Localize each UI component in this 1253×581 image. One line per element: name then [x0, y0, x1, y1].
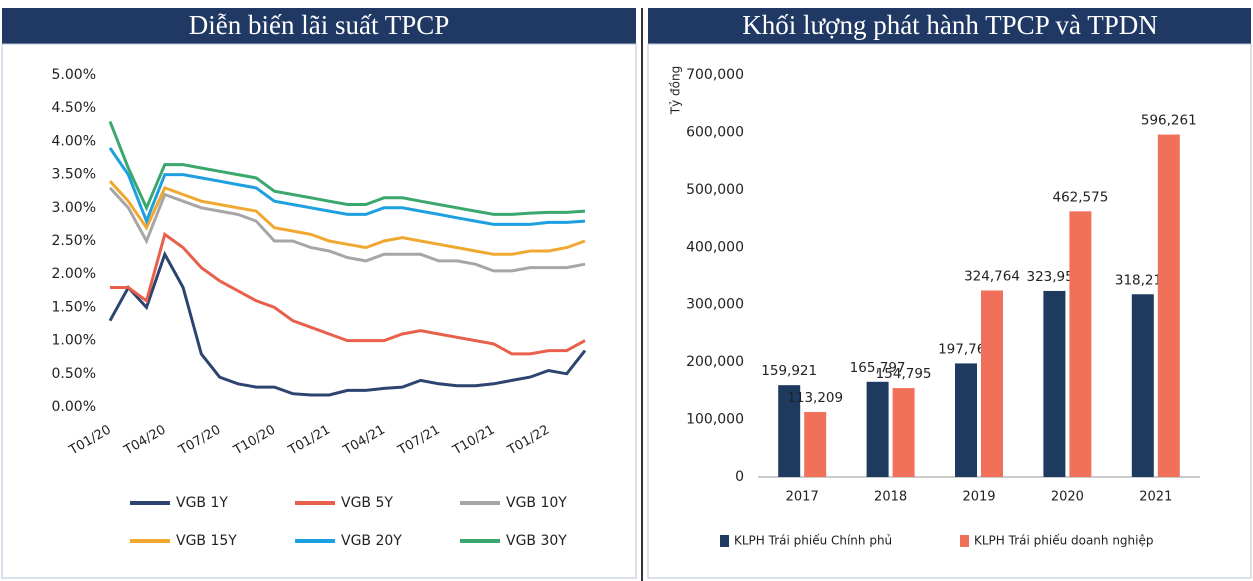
- legend-label: VGB 15Y: [176, 533, 237, 549]
- x-tick-label: T10/21: [450, 423, 498, 459]
- value-label: 197,769: [938, 341, 994, 357]
- x-tick-label: T10/20: [230, 423, 278, 459]
- chart-title: Diễn biến lãi suất TPCP: [189, 10, 450, 40]
- panel: [1, 43, 637, 579]
- chart-title: Khối lượng phát hành TPCP và TPDN: [742, 10, 1157, 40]
- y-tick-label: 3.00%: [52, 200, 96, 216]
- x-tick-label: 2018: [874, 490, 907, 505]
- bar: [804, 411, 827, 477]
- y-tick-label: 1.00%: [52, 333, 96, 349]
- x-tick-label: T01/20: [66, 423, 114, 459]
- title-bar: [2, 8, 636, 44]
- x-tick-label: T01/22: [505, 423, 553, 459]
- bar: [981, 290, 1003, 477]
- x-tick-label: T04/20: [121, 423, 169, 459]
- value-label: 462,575: [1052, 189, 1108, 205]
- y-tick-label: 4.00%: [52, 133, 96, 149]
- line-series: [108, 250, 587, 397]
- value-label: 318,213: [1115, 272, 1171, 288]
- y-tick-label: 4.50%: [52, 100, 96, 116]
- legend-swatch: [960, 535, 969, 547]
- value-label: 324,764: [964, 268, 1020, 284]
- legend-label: VGB 1Y: [176, 495, 228, 511]
- value-label: 323,953: [1026, 269, 1082, 285]
- y-tick-label: 0.50%: [52, 366, 96, 382]
- bar: [778, 385, 801, 477]
- y-tick-label: 0.00%: [52, 399, 96, 415]
- legend-label: KLPH Trái phiếu Chính phủ: [734, 534, 892, 548]
- y-tick-label: 5.00%: [52, 67, 96, 83]
- legend-label: VGB 30Y: [506, 533, 567, 549]
- x-tick-label: T04/21: [340, 423, 388, 459]
- line-series: [110, 231, 586, 356]
- legend-label: KLPH Trái phiếu doanh nghiệp: [974, 534, 1154, 548]
- y-tick-label: 300,000: [686, 297, 744, 313]
- y-tick-label: 400,000: [686, 239, 744, 255]
- y-tick-label: 500,000: [686, 182, 744, 198]
- y-tick-label: 0: [735, 469, 744, 485]
- line-series: [108, 186, 586, 273]
- bar: [866, 381, 889, 477]
- legend-label: VGB 10Y: [506, 495, 567, 511]
- legend-swatch: [720, 535, 729, 547]
- x-tick-label: 2017: [786, 490, 819, 505]
- bar: [1131, 294, 1154, 477]
- line-series: [108, 120, 586, 216]
- bar: [892, 388, 915, 477]
- x-tick-label: 2021: [1139, 490, 1172, 505]
- y-tick-label: 100,000: [686, 412, 744, 428]
- bar: [1069, 211, 1092, 477]
- legend-label: VGB 20Y: [341, 533, 402, 549]
- bar: [955, 363, 977, 477]
- x-tick-label: T07/20: [176, 423, 224, 459]
- value-label: 596,261: [1141, 113, 1197, 129]
- y-tick-label: 2.50%: [52, 233, 96, 249]
- y-tick-label: 2.00%: [52, 266, 96, 282]
- y-tick-label: 200,000: [686, 354, 744, 370]
- value-label: 154,795: [876, 366, 932, 382]
- legend-label: VGB 5Y: [341, 495, 393, 511]
- x-tick-label: T01/21: [285, 423, 333, 459]
- value-label: 165,797: [850, 360, 906, 376]
- value-label: 113,209: [787, 390, 843, 406]
- bar: [1043, 290, 1066, 477]
- line-series: [108, 180, 586, 256]
- line-series: [108, 147, 586, 226]
- title-bar: [648, 8, 1251, 44]
- panel: [647, 43, 1252, 579]
- bar: [1157, 134, 1180, 478]
- value-label: 159,921: [761, 363, 817, 379]
- y-axis-label: Tỷ đồng: [669, 66, 683, 115]
- y-tick-label: 700,000: [686, 67, 744, 83]
- y-tick-label: 1.50%: [52, 299, 96, 315]
- x-tick-label: 2019: [962, 490, 995, 505]
- x-tick-label: 2020: [1051, 490, 1084, 505]
- y-tick-label: 3.50%: [52, 167, 96, 183]
- y-tick-label: 600,000: [686, 124, 744, 140]
- x-tick-label: T07/21: [395, 423, 443, 459]
